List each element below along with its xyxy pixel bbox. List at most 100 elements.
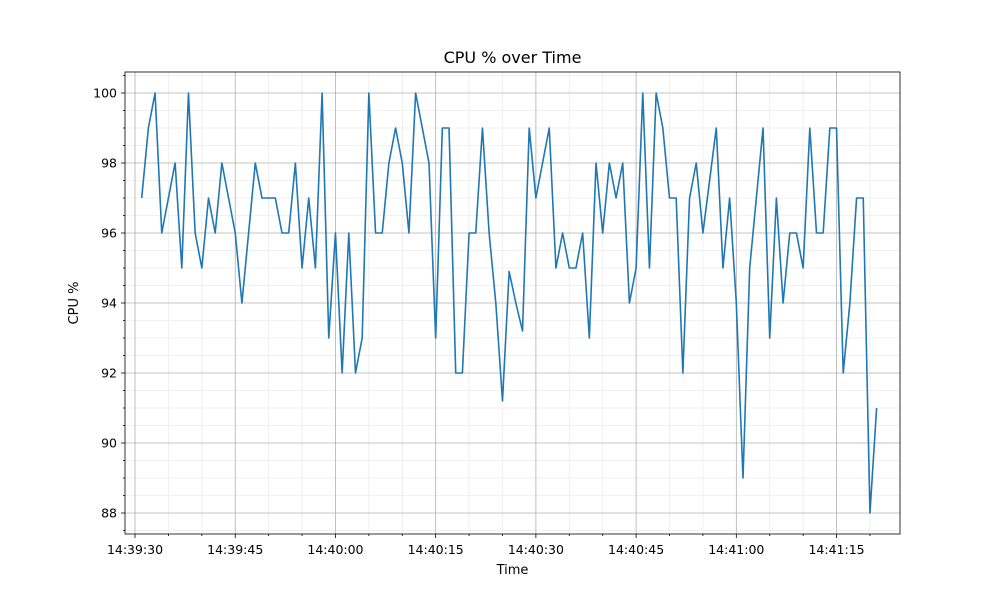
data-point: [448, 127, 449, 128]
data-point: [348, 232, 349, 233]
data-point: [595, 162, 596, 163]
data-point: [849, 302, 850, 303]
data-point: [221, 162, 222, 163]
data-point: [315, 267, 316, 268]
axes: 14:39:30 14:39:45 14:40:00 14:40:15 14:40:30…: [93, 71, 901, 557]
data-point: [876, 407, 877, 408]
x-tick-label: 14:39:45: [207, 542, 263, 557]
data-point: [549, 127, 550, 128]
data-point: [455, 372, 456, 373]
data-point: [769, 337, 770, 338]
data-point: [248, 232, 249, 233]
data-point: [228, 197, 229, 198]
data-point: [662, 127, 663, 128]
data-point: [255, 162, 256, 163]
data-point: [642, 92, 643, 93]
data-point: [869, 512, 870, 513]
data-point: [201, 267, 202, 268]
data-point: [609, 162, 610, 163]
data-point: [522, 330, 523, 331]
data-point: [355, 372, 356, 373]
data-point: [168, 197, 169, 198]
data-point: [482, 127, 483, 128]
data-point: [709, 180, 710, 181]
data-point: [782, 302, 783, 303]
data-point: [489, 232, 490, 233]
data-point: [342, 372, 343, 373]
data-point: [649, 267, 650, 268]
data-point: [141, 197, 142, 198]
y-tick-label: 94: [101, 296, 117, 311]
data-point: [335, 232, 336, 233]
data-point: [468, 232, 469, 233]
x-axis-label: Time: [496, 563, 529, 578]
data-point: [863, 197, 864, 198]
data-point: [502, 400, 503, 401]
data-point: [702, 232, 703, 233]
data-point: [308, 197, 309, 198]
data-point: [555, 267, 556, 268]
data-point: [415, 92, 416, 93]
data-point: [615, 197, 616, 198]
data-point: [736, 302, 737, 303]
data-point: [803, 267, 804, 268]
axes-frame: [124, 71, 901, 535]
data-point: [408, 232, 409, 233]
data-point: [622, 162, 623, 163]
data-layer: [140, 92, 878, 514]
data-point: [288, 232, 289, 233]
data-point: [475, 232, 476, 233]
data-point: [428, 162, 429, 163]
x-tick-label: 14:39:30: [107, 542, 163, 557]
data-point: [268, 197, 269, 198]
data-point: [749, 267, 750, 268]
data-point: [208, 197, 209, 198]
data-point: [382, 232, 383, 233]
data-point: [742, 477, 743, 478]
data-point: [676, 197, 677, 198]
data-point: [789, 232, 790, 233]
data-point: [301, 267, 302, 268]
data-point: [535, 197, 536, 198]
data-point: [636, 267, 637, 268]
x-tick-label: 14:40:45: [608, 542, 664, 557]
data-point: [362, 337, 363, 338]
x-tick-label: 14:41:00: [708, 542, 764, 557]
data-point: [195, 232, 196, 233]
data-point: [776, 197, 777, 198]
y-tick-label: 100: [93, 86, 117, 101]
chart-title: CPU % over Time: [444, 48, 582, 67]
data-point: [215, 232, 216, 233]
data-point: [261, 197, 262, 198]
data-point: [328, 337, 329, 338]
data-point: [582, 232, 583, 233]
data-point: [275, 197, 276, 198]
x-tick-label: 14:40:00: [307, 542, 363, 557]
y-axis-label: CPU %: [67, 282, 82, 325]
data-point: [829, 127, 830, 128]
x-tick-label: 14:41:15: [808, 542, 864, 557]
data-point: [656, 92, 657, 93]
y-tick-label: 90: [101, 436, 117, 451]
data-point: [235, 232, 236, 233]
x-tick-label: 14:40:15: [408, 542, 464, 557]
data-point: [395, 127, 396, 128]
y-tick-label: 98: [101, 156, 117, 171]
data-point: [375, 232, 376, 233]
data-point: [154, 92, 155, 93]
data-point: [569, 267, 570, 268]
data-point: [402, 162, 403, 163]
data-point: [575, 267, 576, 268]
series-line: [140, 92, 878, 514]
data-point: [442, 127, 443, 128]
data-point: [388, 162, 389, 163]
data-point: [509, 271, 510, 272]
data-point: [629, 302, 630, 303]
data-point: [321, 92, 322, 93]
data-point: [161, 232, 162, 233]
data-point: [148, 127, 149, 128]
data-point: [843, 372, 844, 373]
data-point: [181, 267, 182, 268]
data-point: [836, 127, 837, 128]
